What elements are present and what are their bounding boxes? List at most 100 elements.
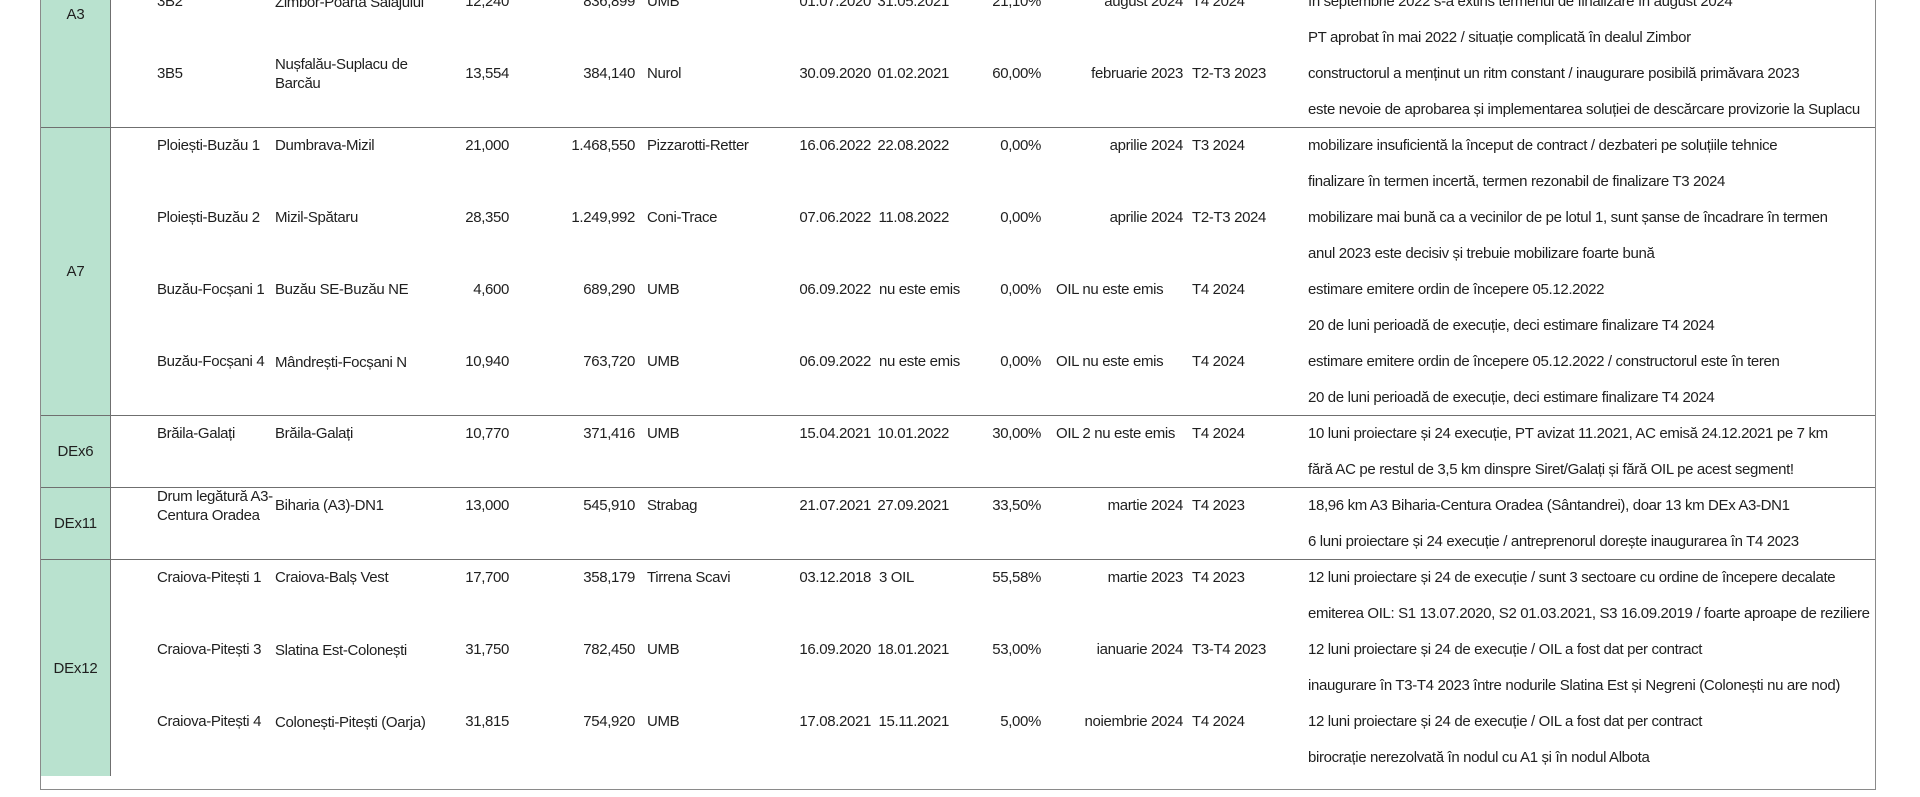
group-code: DEx11 (41, 488, 111, 559)
cell-note: emiterea OIL: S1 13.07.2020, S2 01.03.20… (1308, 605, 1870, 622)
cell-start: 21.07.2021 (799, 497, 871, 514)
cell-start: 07.06.2022 (799, 209, 871, 226)
cell-lot: Buzău-Focșani 4 (157, 353, 265, 370)
cell-note: constructorul a menținut un ritm constan… (1308, 65, 1800, 82)
table-row: Buzău-Focșani 1 Buzău SE-Buzău NE 4,600 689… (111, 272, 1875, 344)
cell-quarter: T4 2023 (1192, 569, 1245, 586)
cell-end: nu este emis (879, 281, 960, 298)
cell-end: 11.08.2022 (878, 209, 950, 226)
cell-segment: Craiova-Balș Vest (275, 569, 389, 586)
cell-estimate: noiembrie 2024 (1084, 713, 1183, 730)
cell-km: 21,000 (465, 137, 509, 154)
table-row: 3B2 Zimbor-Poarta Sălajului 12,240 836,899 U… (111, 0, 1875, 56)
cell-quarter: T2-T3 2023 (1192, 65, 1267, 82)
cell-note: estimare emitere ordin de începere 05.12… (1308, 281, 1605, 298)
cell-start: 06.09.2022 (799, 281, 871, 298)
table-row: Buzău-Focșani 4 Mândrești-Focșani N 10,940… (111, 344, 1875, 416)
cell-start: 06.09.2022 (799, 353, 871, 370)
cell-progress: 0,00% (1000, 281, 1041, 298)
cell-note: este nevoie de aprobarea și implementare… (1308, 101, 1860, 118)
cell-note: 12 luni proiectare și 24 de execuție / s… (1308, 569, 1836, 586)
projects-table: A3 3B2 Zimbor-Poarta Sălajului 12,240 836,89… (40, 0, 1876, 790)
cell-note: mobilizare mai bună ca a vecinilor de pe… (1308, 209, 1828, 226)
cell-note: fără AC pe restul de 3,5 km dinspre Sire… (1308, 461, 1794, 478)
cell-segment: Mândrești-Focșani N (275, 353, 407, 371)
cell-lot: Brăila-Galați (157, 425, 235, 442)
table-row: Ploiești-Buzău 2 Mizil-Spătaru 28,350 1.249… (111, 200, 1875, 272)
cell-end: 01.02.2021 (877, 65, 949, 82)
cell-estimate: aprilie 2024 (1109, 137, 1184, 154)
cell-estimate: OIL nu este emis (1056, 281, 1164, 298)
cell-progress: 33,50% (992, 497, 1041, 514)
cell-note: 10 luni proiectare și 24 execuție, PT av… (1308, 425, 1828, 442)
cell-segment: Dumbrava-Mizil (275, 137, 375, 154)
row-group-a3: A3 3B2 Zimbor-Poarta Sălajului 12,240 836,89… (41, 0, 1875, 128)
cell-km: 17,700 (465, 569, 509, 586)
cell-quarter: T3 2024 (1192, 137, 1245, 154)
row-group-dex6: DEx6 Brăila-Galați Brăila-Galați 10,770 371,… (41, 416, 1875, 488)
cell-contractor: UMB (647, 0, 680, 10)
cell-contractor: Tirrena Scavi (647, 569, 731, 586)
cell-lot: Craiova-Pitești 4 (157, 713, 262, 730)
cell-progress: 5,00% (1000, 713, 1041, 730)
cell-progress: 55,58% (992, 569, 1041, 586)
cell-note: 18,96 km A3 Biharia-Centura Oradea (Sânt… (1308, 497, 1790, 514)
cell-segment: Colonești-Pitești (Oarja) (275, 713, 426, 731)
cell-value: 1.249,992 (571, 209, 635, 226)
group-code: DEx12 (41, 560, 111, 776)
cell-end: 27.09.2021 (877, 497, 949, 514)
cell-start: 15.04.2021 (799, 425, 871, 442)
cell-progress: 0,00% (1000, 137, 1041, 154)
cell-estimate: OIL 2 nu este emis (1056, 425, 1176, 442)
cell-value: 358,179 (583, 569, 635, 586)
cell-contractor: UMB (647, 281, 680, 298)
cell-note: inaugurare în T3-T4 2023 între nodurile … (1308, 677, 1840, 694)
cell-note: birocrație nerezolvată în nodul cu A1 și… (1308, 749, 1650, 766)
cell-value: 545,910 (583, 497, 635, 514)
cell-start: 16.09.2020 (799, 641, 871, 658)
cell-value: 384,140 (583, 65, 635, 82)
cell-progress: 60,00% (992, 65, 1041, 82)
group-code: DEx6 (41, 416, 111, 487)
cell-segment: Zimbor-Poarta Sălajului (275, 0, 424, 11)
cell-lot: 3B2 (157, 0, 183, 10)
cell-quarter: T4 2024 (1192, 353, 1245, 370)
table-row: Craiova-Pitești 3 Slatina Est-Colonești 31… (111, 632, 1875, 704)
cell-end: 10.01.2022 (877, 425, 949, 442)
cell-note: finalizare în termen incertă, termen rez… (1308, 173, 1725, 190)
cell-km: 4,600 (473, 281, 509, 298)
cell-segment: Slatina Est-Colonești (275, 641, 407, 659)
cell-lot: Ploiești-Buzău 1 (157, 137, 260, 154)
row-group-a7: A7 Ploiești-Buzău 1 Dumbrava-Mizil 21,000 1.… (41, 128, 1875, 416)
cell-end: 15.11.2021 (878, 713, 950, 730)
cell-end: 22.08.2022 (877, 137, 949, 154)
cell-value: 371,416 (583, 425, 635, 442)
cell-segment: Nușfalău-Suplacu de Barcău (275, 56, 408, 92)
cell-km: 28,350 (465, 209, 509, 226)
cell-start: 16.06.2022 (799, 137, 871, 154)
cell-segment: Biharia (A3)-DN1 (275, 497, 384, 514)
cell-contractor: Nurol (647, 65, 682, 82)
cell-lot: Buzău-Focșani 1 (157, 281, 265, 298)
cell-value: 763,720 (583, 353, 635, 370)
cell-estimate: ianuarie 2024 (1096, 641, 1184, 658)
table-row: Craiova-Pitești 4 Colonești-Pitești (Oarj… (111, 704, 1875, 776)
cell-note: mobilizare insuficientă la început de co… (1308, 137, 1778, 154)
cell-progress: 53,00% (992, 641, 1041, 658)
cell-quarter: T3-T4 2023 (1192, 641, 1267, 658)
cell-end: nu este emis (879, 353, 960, 370)
table-body: A3 3B2 Zimbor-Poarta Sălajului 12,240 836,89… (41, 0, 1875, 789)
cell-lot: Craiova-Pitești 1 (157, 569, 262, 586)
cell-estimate: martie 2023 (1107, 569, 1184, 586)
cell-km: 31,815 (465, 713, 509, 730)
cell-note: PT aprobat în mai 2022 / situație compli… (1308, 29, 1691, 46)
cell-estimate: aprilie 2024 (1109, 209, 1184, 226)
cell-km: 13,554 (465, 65, 509, 82)
cell-lot: 3B5 (157, 65, 183, 82)
cell-quarter: T4 2024 (1192, 281, 1245, 298)
cell-contractor: Strabag (647, 497, 698, 514)
cell-end: 31.05.2021 (877, 0, 949, 10)
cell-lot: Ploiești-Buzău 2 (157, 209, 260, 226)
cell-quarter: T4 2023 (1192, 497, 1245, 514)
cell-lot: Drum legătură A3-Centura Oradea (157, 488, 273, 524)
